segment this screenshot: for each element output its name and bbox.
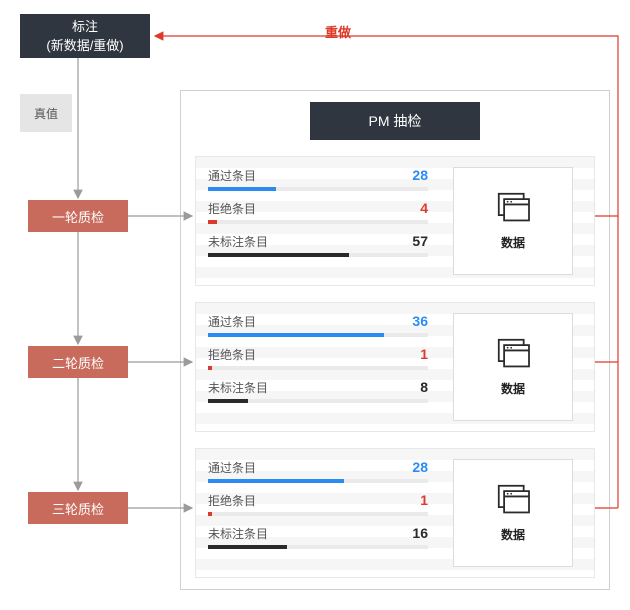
annotation-box: 标注 (新数据/重做) (20, 14, 150, 58)
metric-reject-row: 拒绝条目 1 (208, 346, 428, 370)
metric-reject-value: 1 (420, 492, 428, 508)
qc-box-1: 一轮质检 (28, 200, 128, 232)
metric-unlabeled-value: 8 (420, 379, 428, 395)
metric-pass-row: 通过条目 28 (208, 167, 428, 191)
windows-icon (495, 484, 531, 516)
metric-reject-row: 拒绝条目 1 (208, 492, 428, 516)
qc-label-2: 二轮质检 (52, 353, 104, 372)
metrics-block: 通过条目 28 拒绝条目 4 未标注条目 57 (208, 167, 428, 275)
metric-pass-label: 通过条目 (208, 313, 256, 330)
metric-unlabeled-row: 未标注条目 8 (208, 379, 428, 403)
pm-title-box: PM 抽检 (310, 102, 480, 140)
data-card-label: 数据 (501, 234, 525, 251)
windows-icon (495, 192, 531, 224)
metric-reject-label: 拒绝条目 (208, 346, 256, 363)
metric-unlabeled-bar (208, 253, 349, 257)
annotation-line2: (新数据/重做) (20, 36, 150, 56)
metric-unlabeled-label: 未标注条目 (208, 525, 268, 542)
metric-pass-label: 通过条目 (208, 459, 256, 476)
metric-pass-bar (208, 479, 344, 483)
metric-unlabeled-row: 未标注条目 57 (208, 233, 428, 257)
annotation-line1: 标注 (20, 17, 150, 37)
qc-box-2: 二轮质检 (28, 346, 128, 378)
metric-reject-value: 1 (420, 346, 428, 362)
pm-title-text: PM 抽检 (369, 111, 422, 131)
review-panel-1: 通过条目 28 拒绝条目 4 未标注条目 57 数据 (195, 156, 595, 286)
metric-reject-row: 拒绝条目 4 (208, 200, 428, 224)
data-card: 数据 (453, 313, 573, 421)
metric-pass-row: 通过条目 36 (208, 313, 428, 337)
metric-reject-bar (208, 512, 212, 516)
ground-truth-label: 真值 (34, 105, 58, 122)
metric-unlabeled-label: 未标注条目 (208, 379, 268, 396)
data-card: 数据 (453, 167, 573, 275)
metric-pass-value: 28 (412, 459, 428, 475)
review-panel-2: 通过条目 36 拒绝条目 1 未标注条目 8 数据 (195, 302, 595, 432)
data-card-label: 数据 (501, 380, 525, 397)
metric-reject-value: 4 (420, 200, 428, 216)
metric-unlabeled-bar (208, 399, 248, 403)
metric-unlabeled-value: 16 (412, 525, 428, 541)
metric-reject-bar (208, 220, 217, 224)
metric-unlabeled-row: 未标注条目 16 (208, 525, 428, 549)
metrics-block: 通过条目 28 拒绝条目 1 未标注条目 16 (208, 459, 428, 567)
metric-pass-row: 通过条目 28 (208, 459, 428, 483)
metric-pass-value: 36 (412, 313, 428, 329)
data-card-label: 数据 (501, 526, 525, 543)
metric-reject-label: 拒绝条目 (208, 492, 256, 509)
qc-box-3: 三轮质检 (28, 492, 128, 524)
redo-label: 重做 (325, 22, 351, 41)
metric-unlabeled-bar (208, 545, 287, 549)
metrics-block: 通过条目 36 拒绝条目 1 未标注条目 8 (208, 313, 428, 421)
qc-label-1: 一轮质检 (52, 207, 104, 226)
ground-truth-box: 真值 (20, 94, 72, 132)
metric-pass-value: 28 (412, 167, 428, 183)
metric-reject-bar (208, 366, 212, 370)
data-card: 数据 (453, 459, 573, 567)
metric-pass-bar (208, 333, 384, 337)
metric-pass-label: 通过条目 (208, 167, 256, 184)
qc-label-3: 三轮质检 (52, 499, 104, 518)
review-panel-3: 通过条目 28 拒绝条目 1 未标注条目 16 数据 (195, 448, 595, 578)
metric-pass-bar (208, 187, 276, 191)
metric-reject-label: 拒绝条目 (208, 200, 256, 217)
metric-unlabeled-label: 未标注条目 (208, 233, 268, 250)
windows-icon (495, 338, 531, 370)
metric-unlabeled-value: 57 (412, 233, 428, 249)
